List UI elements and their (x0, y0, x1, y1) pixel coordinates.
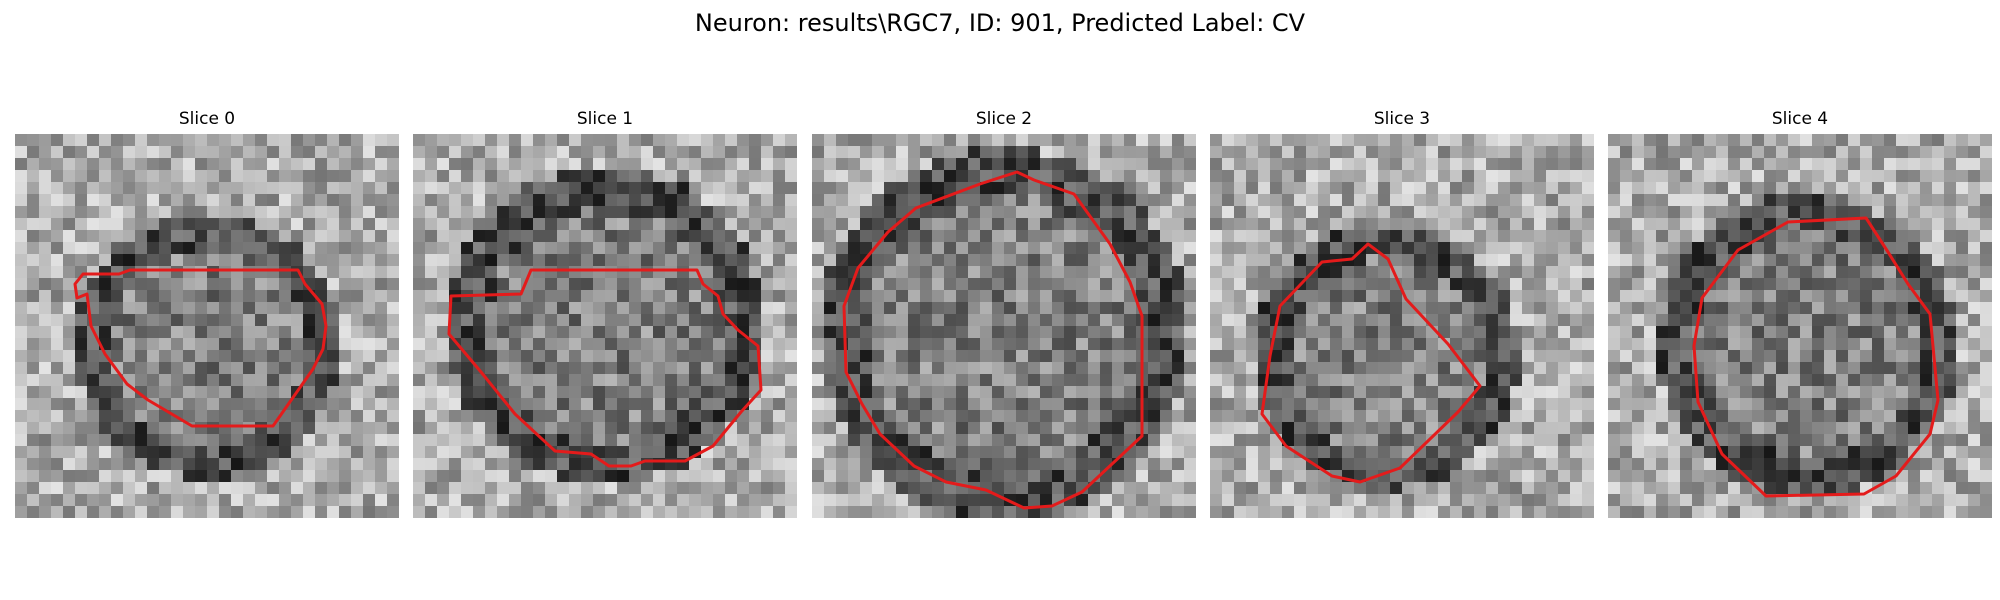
slice-title: Slice 1 (576, 109, 634, 129)
segmentation-contour (842, 170, 1144, 510)
slice-image (15, 134, 399, 518)
segmentation-contour (1260, 242, 1482, 484)
slice-title: Slice 3 (1373, 109, 1431, 129)
segmentation-contour (73, 268, 328, 428)
slice-image (812, 134, 1196, 518)
slice-image (1210, 134, 1594, 518)
segmentation-contour (1692, 216, 1940, 498)
segmentation-contour (447, 268, 763, 468)
slice-title: Slice 4 (1771, 109, 1829, 129)
figure-title: Neuron: results\RGC7, ID: 901, Predicted… (694, 9, 1306, 37)
slice-title: Slice 0 (178, 109, 236, 129)
slice-title: Slice 2 (975, 109, 1033, 129)
slice-image (1608, 134, 1992, 518)
